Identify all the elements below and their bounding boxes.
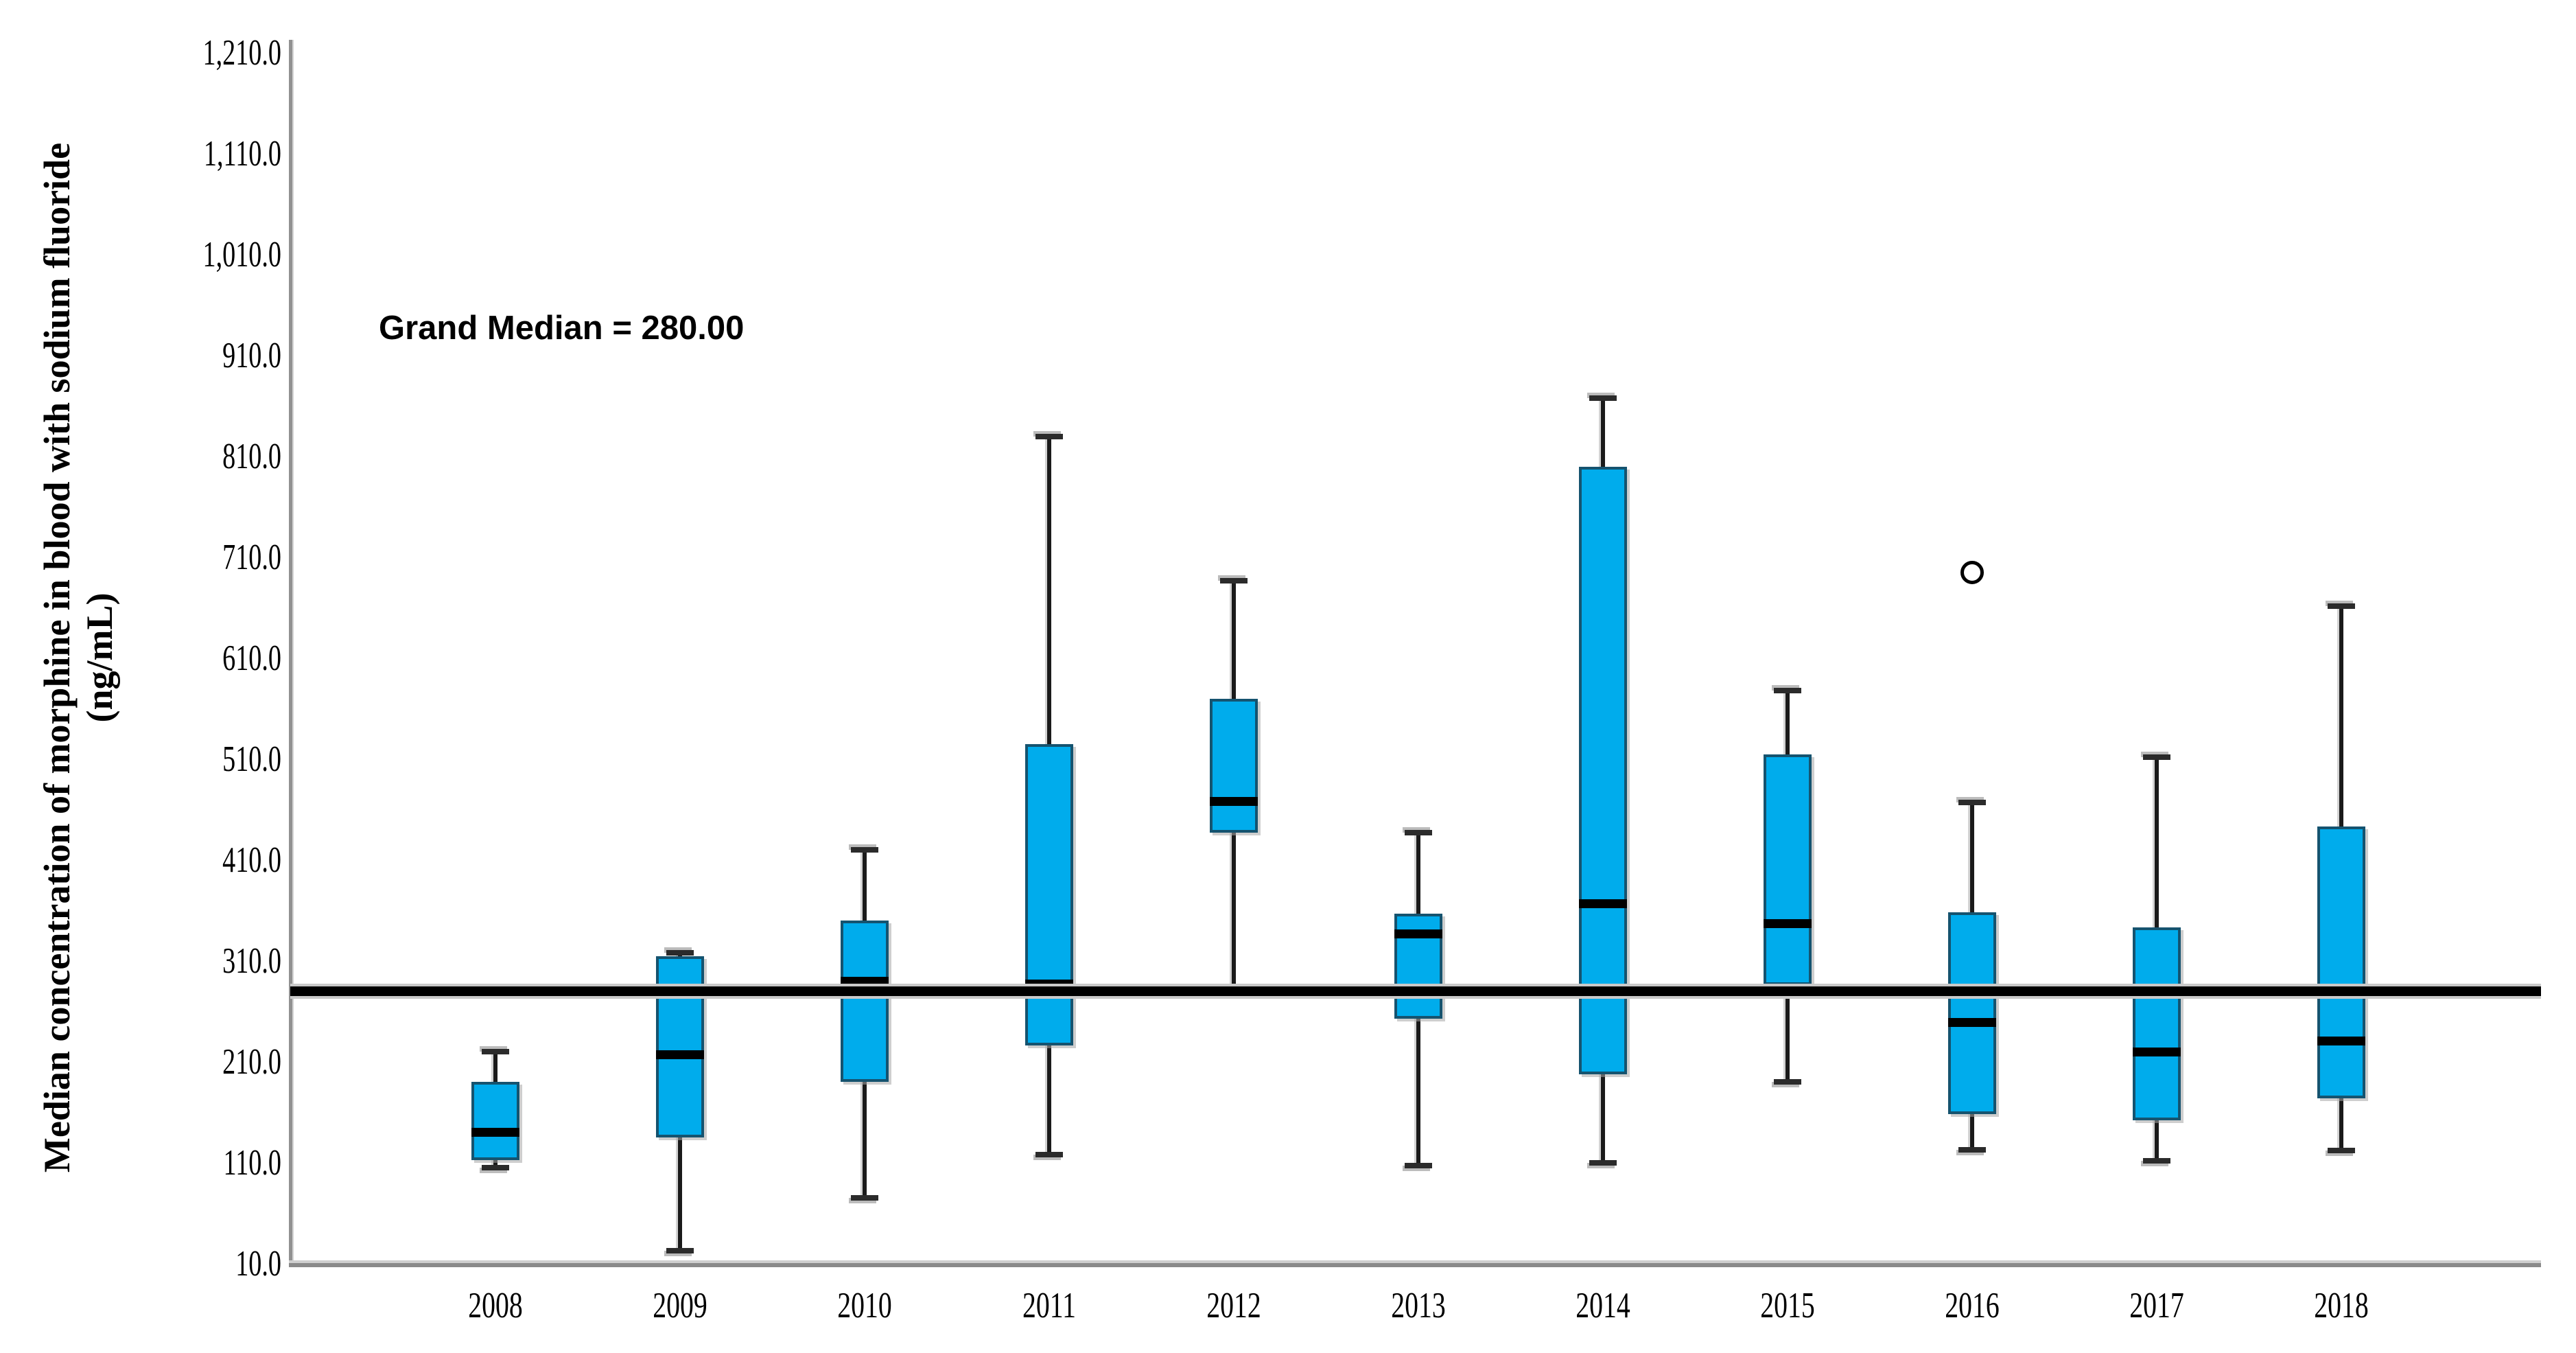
x-tick-label: 2017	[2129, 1286, 2184, 1326]
box-2010	[841, 921, 889, 1083]
y-tick-label: 410.0	[222, 840, 281, 880]
x-tick-label: 2011	[1022, 1286, 1077, 1326]
median-line-2018	[2317, 1036, 2365, 1045]
median-line-2015	[1764, 919, 1812, 929]
whisker-cap-top-2010	[851, 847, 878, 853]
whisker-cap-top-2016	[1958, 800, 1986, 806]
y-tick-label: 1,210.0	[202, 33, 281, 73]
box-2018	[2317, 826, 2365, 1098]
box-2011	[1025, 743, 1073, 1046]
y-tick-label: 710.0	[222, 537, 281, 577]
y-axis-title: Median concentration of morphine in bloo…	[36, 142, 120, 1173]
whisker-cap-bottom-2014	[1589, 1160, 1617, 1166]
y-tick-label: 610.0	[222, 638, 281, 678]
whisker-cap-top-2009	[666, 950, 694, 956]
y-tick-label: 10.0	[235, 1244, 281, 1284]
whisker-cap-top-2017	[2143, 754, 2170, 761]
x-tick-label: 2010	[837, 1286, 892, 1326]
whisker-cap-bottom-2016	[1958, 1146, 1986, 1153]
y-tick-label: 910.0	[222, 336, 281, 375]
x-axis-line	[289, 1260, 2541, 1267]
y-tick-label: 1,110.0	[203, 134, 281, 174]
median-line-2014	[1579, 899, 1627, 908]
y-tick-label: 1,010.0	[202, 235, 281, 275]
grand-median-line	[290, 984, 2541, 999]
whisker-cap-top-2014	[1589, 395, 1617, 401]
box-2014	[1579, 466, 1627, 1074]
median-line-2017	[2133, 1047, 2181, 1056]
y-tick-label: 210.0	[222, 1042, 281, 1082]
x-tick-label: 2009	[653, 1286, 707, 1326]
box-2015	[1764, 754, 1812, 986]
x-tick-label: 2012	[1206, 1286, 1261, 1326]
y-tick-label: 510.0	[222, 739, 281, 779]
x-tick-label: 2014	[1576, 1286, 1630, 1326]
x-tick-label: 2008	[468, 1286, 523, 1326]
box-2012	[1210, 698, 1258, 833]
box-2017	[2133, 927, 2181, 1121]
y-axis-line	[289, 40, 292, 1267]
whisker-cap-top-2013	[1405, 830, 1432, 836]
y-tick-label: 310.0	[222, 941, 281, 981]
whisker-cap-bottom-2015	[1774, 1079, 1801, 1085]
whisker-cap-bottom-2017	[2143, 1158, 2170, 1164]
whisker-cap-bottom-2009	[666, 1247, 694, 1253]
median-line-2012	[1210, 797, 1258, 807]
whisker-cap-top-2012	[1220, 577, 1248, 583]
whisker-cap-bottom-2018	[2328, 1148, 2355, 1154]
box-2016	[1948, 912, 1996, 1115]
whisker-cap-top-2018	[2328, 603, 2355, 609]
median-line-2016	[1948, 1018, 1996, 1028]
x-tick-label: 2013	[1391, 1286, 1446, 1326]
median-line-2010	[841, 976, 889, 986]
y-tick-label: 110.0	[223, 1143, 281, 1183]
y-tick-label: 810.0	[222, 437, 281, 476]
whisker-cap-top-2015	[1774, 688, 1801, 694]
whisker-cap-bottom-2011	[1035, 1152, 1063, 1158]
median-line-2008	[471, 1128, 519, 1137]
median-line-2013	[1394, 929, 1442, 938]
box-2008	[471, 1082, 519, 1160]
whisker-cap-top-2011	[1035, 433, 1063, 439]
whisker-cap-bottom-2010	[851, 1195, 878, 1201]
x-tick-label: 2016	[1945, 1286, 2000, 1326]
x-tick-label: 2018	[2314, 1286, 2369, 1326]
whisker-cap-top-2008	[482, 1049, 509, 1055]
median-line-2009	[656, 1050, 704, 1060]
whisker-cap-bottom-2013	[1405, 1163, 1432, 1169]
x-tick-label: 2015	[1760, 1286, 1815, 1326]
outlier-point-2016	[1960, 561, 1984, 585]
grand-median-annotation: Grand Median = 280.00	[379, 310, 745, 347]
whisker-cap-bottom-2008	[482, 1165, 509, 1171]
